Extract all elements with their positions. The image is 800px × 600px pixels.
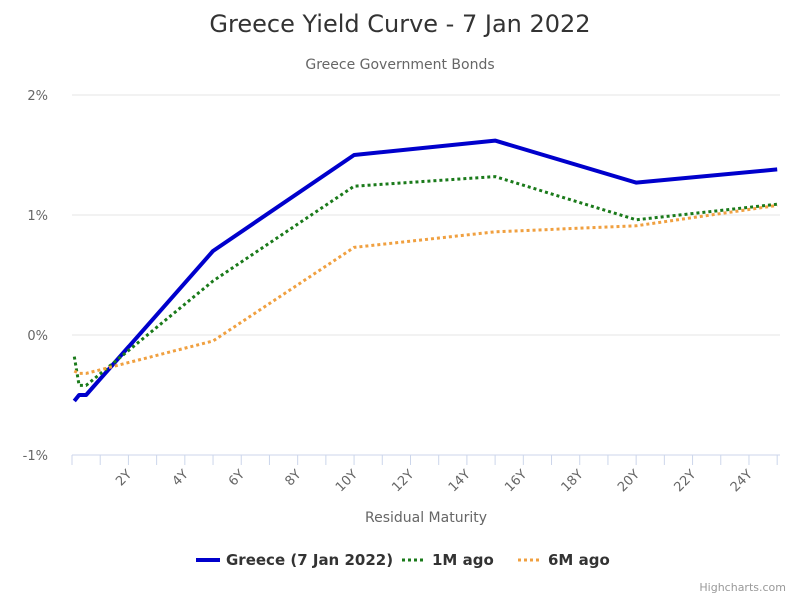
chart-subtitle: Greece Government Bonds bbox=[305, 57, 494, 73]
legend-label: Greece (7 Jan 2022) bbox=[226, 551, 393, 569]
chart-title: Greece Yield Curve - 7 Jan 2022 bbox=[209, 10, 590, 38]
y-tick-label: -1% bbox=[23, 449, 48, 464]
legend: Greece (7 Jan 2022) 1M ago 6M ago bbox=[196, 551, 610, 569]
x-tick-label: 18Y bbox=[559, 467, 587, 495]
x-tick-label: 22Y bbox=[671, 467, 699, 495]
series-line-6m-ago[interactable] bbox=[73, 203, 778, 375]
x-tick-label: 8Y bbox=[282, 467, 304, 489]
y-tick-label: 1% bbox=[27, 209, 48, 224]
legend-item[interactable]: Greece (7 Jan 2022) bbox=[196, 551, 393, 569]
x-tick-label: 14Y bbox=[446, 467, 474, 495]
x-tick-label: 10Y bbox=[333, 467, 361, 495]
x-tick-label: 16Y bbox=[502, 467, 530, 495]
x-tick-label: 2Y bbox=[113, 467, 135, 489]
credits-link[interactable]: Highcharts.com bbox=[699, 581, 786, 594]
legend-item[interactable]: 1M ago bbox=[402, 551, 494, 569]
x-axis-title: Residual Maturity bbox=[365, 510, 487, 526]
legend-item[interactable]: 6M ago bbox=[518, 551, 610, 569]
y-tick-label: 0% bbox=[27, 329, 48, 344]
y-tick-label: 2% bbox=[27, 89, 48, 104]
x-tick-label: 12Y bbox=[389, 467, 417, 495]
series-lines bbox=[72, 138, 778, 403]
x-tick-label: 20Y bbox=[615, 467, 643, 495]
y-axis: -1% 0% 1% 2% bbox=[23, 89, 48, 464]
x-tick-label: 6Y bbox=[226, 467, 248, 489]
legend-label: 6M ago bbox=[548, 551, 610, 569]
series-line-greece-7-jan-2022[interactable] bbox=[72, 138, 778, 403]
series-line-1m-ago[interactable] bbox=[72, 175, 778, 387]
x-axis: 2Y 4Y 6Y 8Y 10Y 12Y 14Y 16Y 18Y 20Y 22Y 24Y bbox=[71, 454, 780, 495]
x-tick-label: 4Y bbox=[170, 467, 192, 489]
legend-label: 1M ago bbox=[432, 551, 494, 569]
x-tick-label: 24Y bbox=[728, 467, 756, 495]
